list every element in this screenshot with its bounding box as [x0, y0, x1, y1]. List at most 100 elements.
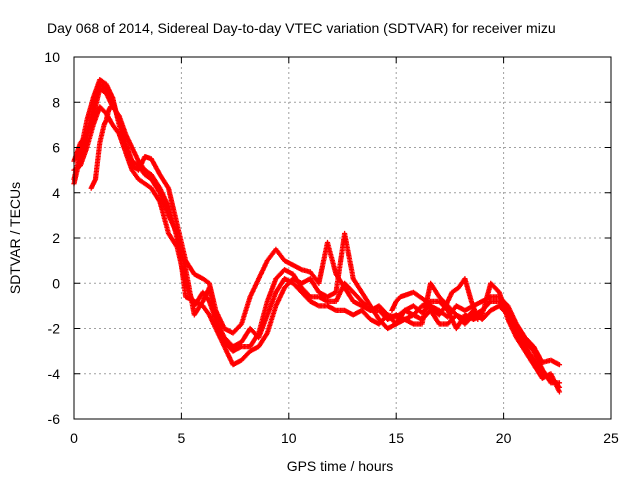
data-point-marker	[135, 158, 147, 172]
data-point-marker	[165, 212, 179, 235]
data-point-marker	[273, 286, 287, 309]
data-point-marker	[299, 289, 312, 303]
data-point-marker	[84, 105, 96, 141]
data-point-marker	[90, 83, 102, 110]
data-point-marker	[142, 181, 153, 190]
data-point-marker	[142, 172, 153, 181]
data-point-marker	[513, 335, 527, 353]
data-point-marker	[556, 380, 563, 386]
data-point-marker	[423, 298, 435, 312]
data-point-marker	[97, 104, 108, 115]
data-point-marker	[135, 163, 147, 176]
data-point-marker	[200, 276, 211, 285]
chart-title: Day 068 of 2014, Sidereal Day-to-day VTE…	[47, 20, 556, 36]
data-point-marker	[142, 167, 153, 177]
data-point-marker	[443, 291, 454, 309]
data-point-marker	[445, 307, 459, 330]
data-point-marker	[116, 131, 128, 154]
data-point-marker	[157, 199, 171, 235]
data-point-marker	[548, 371, 562, 394]
data-point-marker	[342, 230, 356, 280]
data-point-marker	[129, 167, 141, 181]
data-point-marker	[359, 307, 372, 321]
data-point-marker	[522, 344, 536, 362]
y-tick-label: 2	[52, 230, 60, 246]
data-point-marker	[273, 277, 287, 295]
data-point-marker	[522, 335, 536, 349]
y-tick-label: 0	[52, 275, 60, 291]
data-point-marker	[97, 77, 108, 86]
data-point-marker	[110, 99, 122, 122]
data-point-marker	[488, 280, 501, 294]
y-tick-label: 8	[52, 94, 60, 110]
data-point-marker	[206, 285, 219, 321]
y-tick-label: -2	[48, 321, 61, 337]
data-point-marker	[95, 141, 103, 164]
data-point-marker	[97, 132, 105, 146]
data-point-marker	[148, 172, 162, 190]
y-tick-label: 6	[52, 140, 60, 156]
data-point-marker	[449, 286, 460, 295]
data-point-marker	[290, 280, 304, 294]
x-tick-labels: 0 5 10 15 20 25	[70, 430, 619, 446]
y-axis-label: SDTVAR / TECUs	[7, 182, 23, 294]
data-point-marker	[505, 316, 519, 339]
y-tick-label: -4	[48, 366, 61, 382]
data-point-marker	[230, 322, 244, 336]
data-point-marker	[191, 298, 205, 308]
data-point-marker	[531, 362, 545, 380]
data-point-marker	[148, 185, 162, 204]
x-tick-label: 25	[603, 430, 619, 446]
data-point-marker	[496, 289, 510, 321]
data-point-marker	[475, 316, 481, 323]
data-point-marker	[200, 303, 211, 317]
x-tick-label: 15	[388, 430, 404, 446]
data-point-marker	[148, 156, 162, 176]
y-tick-label: 10	[44, 49, 60, 65]
data-point-marker	[256, 300, 270, 336]
data-point-marker	[299, 285, 312, 299]
data-point-marker	[522, 348, 536, 367]
data-point-marker	[273, 246, 287, 262]
data-point-marker	[453, 313, 467, 332]
data-point-marker	[92, 160, 100, 182]
data-point-marker	[316, 294, 329, 304]
data-point-marker	[165, 230, 179, 249]
data-point-marker	[522, 339, 536, 353]
data-point-marker	[417, 294, 428, 303]
data-point-marker	[307, 298, 321, 308]
data-point-marker	[97, 81, 108, 91]
data-point-marker	[135, 176, 147, 186]
data-point-marker	[350, 276, 364, 294]
data-point-marker	[393, 295, 402, 304]
data-point-marker	[556, 362, 563, 368]
data-point-marker	[479, 308, 493, 322]
data-point-marker	[290, 262, 304, 272]
data-point-marker	[110, 122, 121, 136]
data-point-marker	[367, 303, 381, 321]
data-point-marker	[359, 289, 373, 308]
data-point-marker	[428, 280, 441, 299]
data-point-marker	[148, 176, 162, 195]
data-point-marker	[107, 104, 114, 110]
data-point-marker	[342, 280, 355, 294]
data-point-marker	[410, 289, 422, 299]
data-point-marker	[513, 325, 527, 344]
data-point-marker	[324, 239, 339, 276]
data-point-marker	[247, 277, 261, 300]
data-point-marker	[221, 344, 235, 366]
data-point-marker	[264, 277, 278, 304]
y-tick-labels: -6 -4 -2 0 2 4 6 8 10	[44, 49, 60, 427]
data-point-marker	[350, 298, 364, 308]
data-point-marker	[157, 190, 171, 217]
x-axis-label: GPS time / hours	[287, 458, 394, 474]
data-point-marker	[174, 230, 189, 298]
data-point-marker	[165, 185, 180, 226]
data-point-marker	[264, 304, 278, 336]
data-point-marker	[264, 291, 278, 318]
data-point-marker	[531, 348, 545, 371]
data-point-marker	[531, 357, 545, 376]
data-point-marker	[402, 316, 415, 326]
data-point-marker	[393, 309, 407, 327]
data-point-marker	[157, 172, 171, 190]
